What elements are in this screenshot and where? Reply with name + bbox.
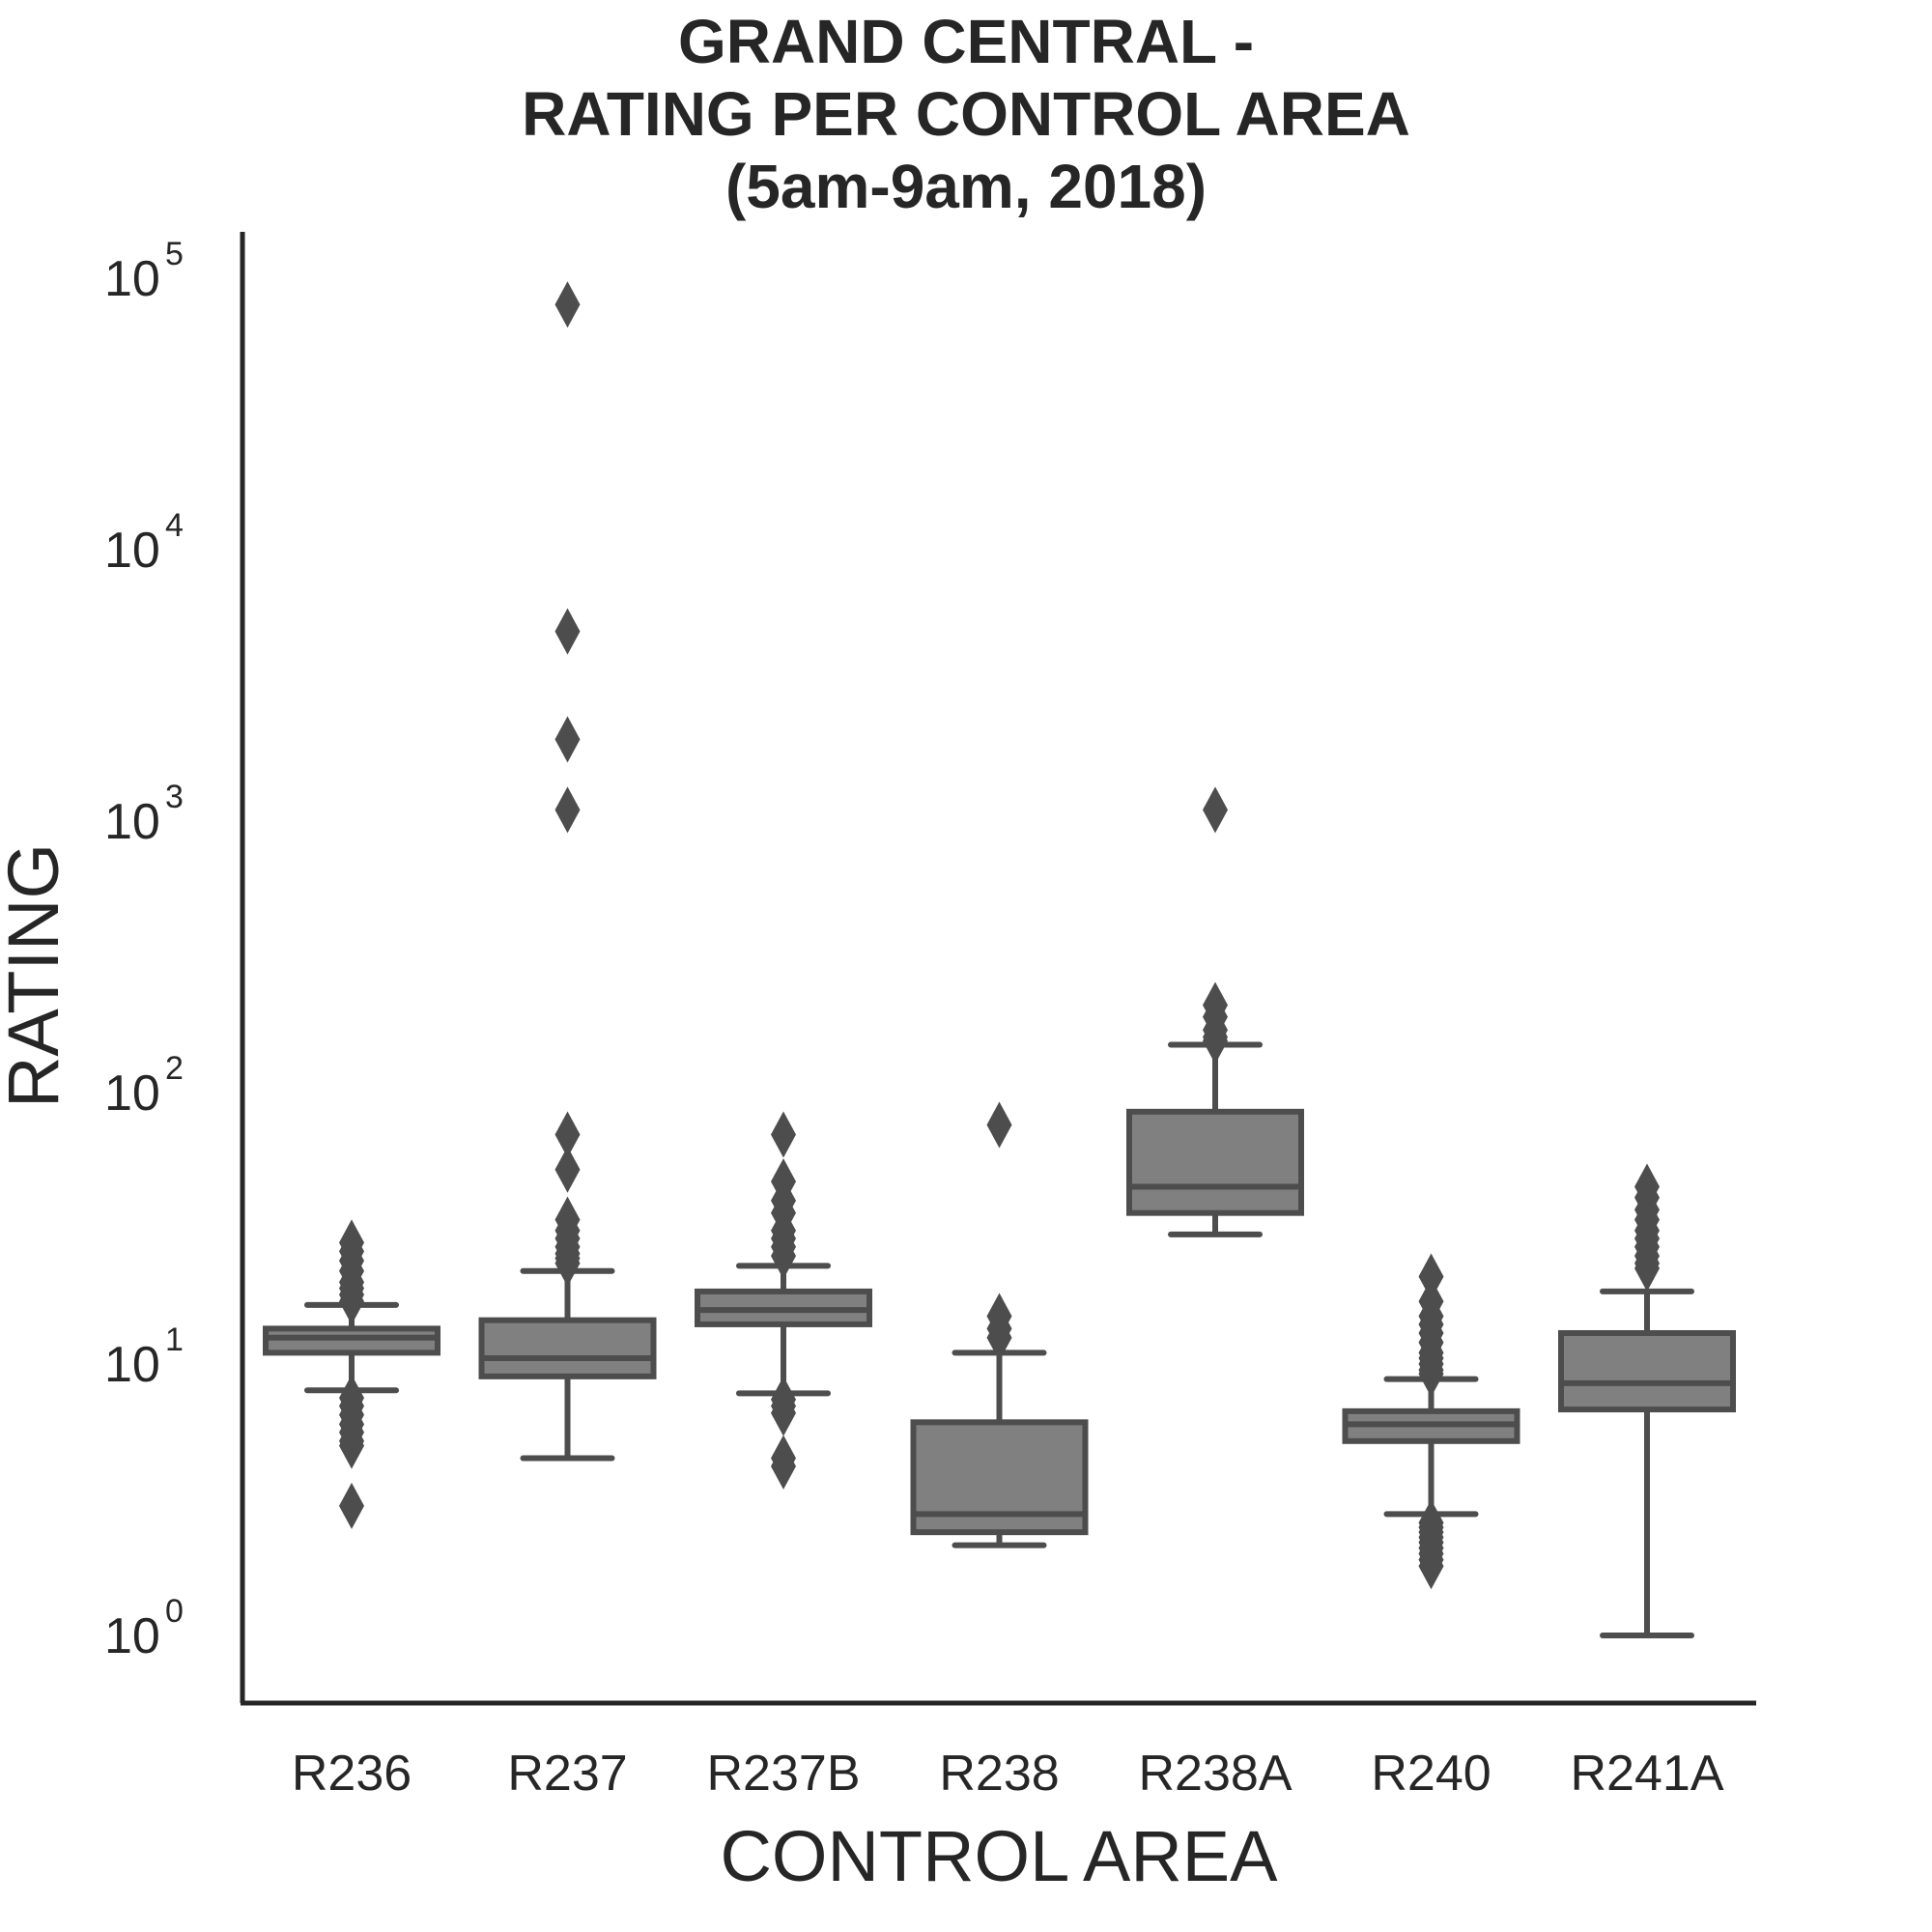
outlier-marker [554,716,581,763]
y-tick-label: 10 [104,1608,160,1664]
outlier-marker [554,1239,581,1287]
outlier-marker [1634,1245,1660,1293]
x-tick-label: R237 [507,1746,627,1802]
box-r237b [695,1111,872,1490]
chart-title-line-3: (5am-9am, 2018) [724,152,1208,221]
outlier-marker [1418,1253,1444,1300]
outlier-marker [771,1442,796,1490]
outlier-marker [554,786,581,834]
chart-title-line-2: RATING PER CONTROL AREA [522,79,1410,149]
outlier-marker [554,608,581,655]
outlier-marker [771,1389,796,1436]
iqr-box [1558,1329,1736,1413]
iqr-box [478,1317,657,1379]
y-tick-label: 10 [104,1065,160,1122]
chart-title-line-1: GRAND CENTRAL - [677,7,1255,76]
x-tick-labels: R236 R237 R237B R238 R238A R240 R241A [292,1746,1724,1802]
box-r241a [1558,1163,1736,1638]
outlier-marker [1203,1017,1228,1065]
y-tick-exponent: 0 [165,1593,184,1630]
x-tick-label: R241A [1571,1746,1724,1802]
y-tick-exponent: 4 [165,507,184,544]
y-axis-label: RATING [0,843,73,1108]
box-series [263,281,1736,1638]
outlier-marker [339,1482,364,1529]
y-tick-label: 10 [104,1337,160,1393]
y-tick-exponent: 2 [165,1050,184,1087]
box-r236 [263,1219,440,1529]
outlier-marker [554,1146,581,1193]
x-tick-label: R238A [1139,1746,1293,1802]
outlier-marker [1203,786,1228,834]
outlier-marker [771,1111,796,1158]
box-r238 [910,1101,1089,1548]
x-tick-label: R238 [939,1746,1059,1802]
chart-title: GRAND CENTRAL - RATING PER CONTROL AREA … [0,6,1932,223]
outlier-marker [771,1233,796,1280]
box-r238a [1126,786,1304,1237]
outlier-marker [1418,1350,1444,1398]
outlier-marker [1418,1543,1444,1590]
x-tick-label: R240 [1371,1746,1491,1802]
outlier-marker [554,1111,581,1158]
box-r237 [478,281,657,1462]
x-axis-label: CONTROL AREA [720,1816,1278,1896]
y-tick-label: 10 [104,251,160,307]
box-r240 [1342,1253,1520,1590]
x-tick-label: R237B [707,1746,861,1802]
outlier-marker [339,1422,364,1469]
y-tick-label: 10 [104,794,160,850]
y-tick-exponent: 3 [165,779,184,815]
iqr-box [1126,1108,1304,1216]
y-tick-exponent: 1 [165,1321,184,1358]
outlier-marker [554,281,581,328]
y-tick-label: 10 [104,523,160,579]
y-tick-exponent: 5 [165,236,184,272]
outlier-marker [986,1314,1012,1361]
axes [240,232,1756,1706]
outlier-marker [986,1101,1012,1149]
outlier-marker [339,1278,364,1325]
iqr-box [263,1325,440,1356]
x-tick-label: R236 [292,1746,412,1802]
